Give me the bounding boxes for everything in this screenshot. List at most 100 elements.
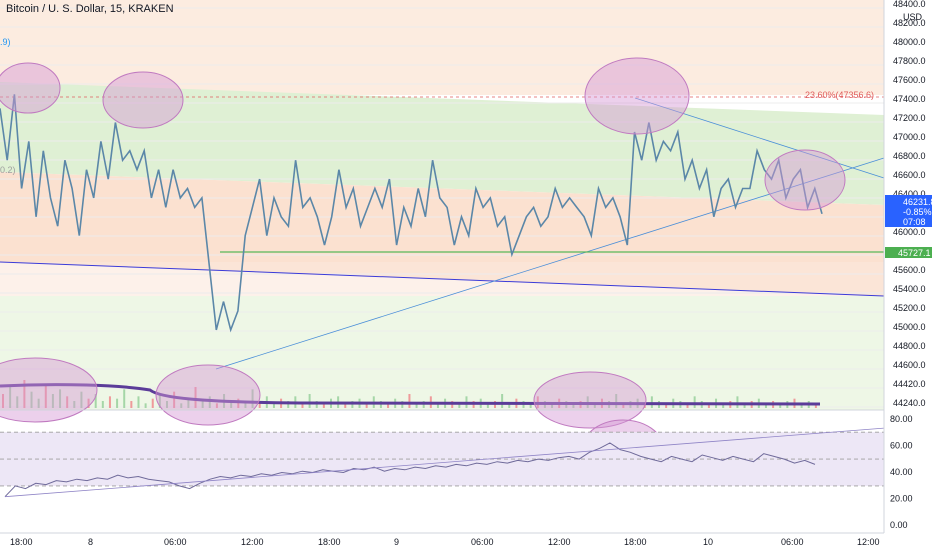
highlight-ellipse bbox=[764, 149, 846, 211]
rsi-trendline[interactable] bbox=[4, 427, 885, 498]
volume-bar bbox=[529, 403, 532, 408]
time-tick-label: 12:00 bbox=[548, 537, 571, 547]
volume-bar bbox=[736, 396, 739, 408]
price-tick-label: 45200.0 bbox=[893, 303, 926, 313]
volume-bar bbox=[116, 398, 119, 408]
volume-bar bbox=[237, 398, 240, 408]
volume-bar bbox=[743, 403, 746, 408]
volume-bar bbox=[166, 401, 168, 408]
volume-bar bbox=[151, 398, 154, 408]
symbol-title: Bitcoin / U. S. Dollar, 15, KRAKEN bbox=[6, 3, 174, 15]
volume-bar bbox=[322, 403, 325, 408]
fib-label: 23.60%(47356.6) bbox=[805, 90, 874, 100]
falling-trendline[interactable] bbox=[634, 97, 885, 179]
price-tick-label: 45400.0 bbox=[893, 284, 926, 294]
volume-bar bbox=[101, 401, 104, 408]
volume-bar bbox=[593, 403, 596, 408]
support-trendline[interactable] bbox=[0, 261, 885, 297]
highlight-ellipse bbox=[533, 371, 647, 429]
volume-bar bbox=[37, 398, 40, 408]
band-top bbox=[0, 0, 884, 95]
volume-bar bbox=[387, 403, 390, 408]
time-tick-label: 8 bbox=[88, 537, 93, 547]
volume-bar bbox=[572, 403, 575, 408]
volume-bar bbox=[551, 403, 554, 408]
price-tick-label: 46400.0 bbox=[893, 189, 926, 199]
rising-trendline[interactable] bbox=[215, 157, 885, 370]
volume-bar bbox=[87, 398, 90, 408]
volume-bar bbox=[244, 403, 247, 408]
price-tick-label: 44420.0 bbox=[893, 379, 926, 389]
volume-bar bbox=[73, 401, 76, 408]
volume-bar bbox=[779, 403, 782, 408]
rsi-tick-label: 0.00 bbox=[890, 520, 908, 530]
volume-bar bbox=[16, 396, 19, 408]
price-tick-label: 44240.0 bbox=[893, 398, 926, 408]
volume-bar bbox=[508, 403, 511, 408]
rsi-tick-label: 20.00 bbox=[890, 494, 913, 504]
time-tick-label: 12:00 bbox=[857, 537, 880, 547]
volume-bar bbox=[130, 401, 133, 408]
volume-bar bbox=[693, 396, 696, 408]
volume-bar bbox=[44, 384, 47, 408]
volume-bar bbox=[458, 403, 461, 408]
price-tick-label: 48200.0 bbox=[893, 18, 926, 28]
volume-bar bbox=[408, 394, 411, 408]
bar-countdown: 07:08 bbox=[903, 217, 926, 227]
level-price-value: 45727.1 bbox=[898, 248, 931, 258]
volume-bar bbox=[686, 403, 689, 408]
level-price-badge bbox=[885, 247, 932, 258]
volume-bar bbox=[187, 398, 190, 408]
volume-bar bbox=[158, 394, 161, 408]
volume-bar bbox=[301, 403, 304, 408]
volume-bar bbox=[365, 403, 368, 408]
price-tick-label: 46600.0 bbox=[893, 170, 926, 180]
highlight-ellipse bbox=[0, 357, 98, 423]
price-tick-label: 44600.0 bbox=[893, 360, 926, 370]
rsi-tick-label: 80.00 bbox=[890, 414, 913, 424]
time-tick-label: 06:00 bbox=[471, 537, 494, 547]
time-tick-label: 18:00 bbox=[624, 537, 647, 547]
volume-bar bbox=[436, 403, 439, 408]
current-price-badge bbox=[885, 195, 932, 227]
volume-bar bbox=[287, 401, 290, 408]
price-tick-label: 44800.0 bbox=[893, 341, 926, 351]
current-price-value: 46231.8 bbox=[903, 197, 932, 207]
price-tick-label: 47200.0 bbox=[893, 113, 926, 123]
volume-bar bbox=[615, 394, 618, 408]
price-tick-label: 47000.0 bbox=[893, 132, 926, 142]
volume-bar bbox=[415, 403, 418, 408]
rsi-line[interactable] bbox=[4, 442, 816, 498]
volume-bar bbox=[137, 396, 140, 408]
volume-bar bbox=[51, 394, 54, 408]
time-tick-label: 06:00 bbox=[781, 537, 804, 547]
volume-bar bbox=[173, 391, 176, 408]
volume-bar bbox=[30, 391, 33, 408]
volume-bar bbox=[2, 394, 4, 408]
volume-bar bbox=[108, 396, 111, 408]
volume-bar bbox=[230, 401, 233, 408]
volume-bar bbox=[665, 403, 668, 408]
volume-bar bbox=[344, 403, 347, 408]
volume-bar bbox=[208, 396, 211, 408]
price-tick-label: 47400.0 bbox=[893, 94, 926, 104]
volume-bar bbox=[123, 389, 126, 408]
price-line[interactable] bbox=[0, 94, 823, 333]
left-indicator-label-mid: 0.2) bbox=[0, 165, 16, 175]
volume-bar bbox=[308, 394, 311, 408]
price-tick-label: 48000.0 bbox=[893, 37, 926, 47]
highlight-ellipse bbox=[102, 71, 184, 129]
volume-bar bbox=[272, 403, 275, 408]
time-tick-label: 18:00 bbox=[10, 537, 33, 547]
rsi-tick-label: 60.00 bbox=[890, 441, 913, 451]
volume-bar bbox=[764, 403, 767, 408]
rsi-tick-label: 40.00 bbox=[890, 467, 913, 477]
price-axis-bg bbox=[884, 0, 932, 550]
price-tick-label: 45000.0 bbox=[893, 322, 926, 332]
volume-bar bbox=[800, 403, 803, 408]
price-tick-label: 46000.0 bbox=[893, 227, 926, 237]
current-price-change: -0.85% bbox=[903, 207, 932, 217]
volume-ma-line bbox=[0, 383, 821, 406]
